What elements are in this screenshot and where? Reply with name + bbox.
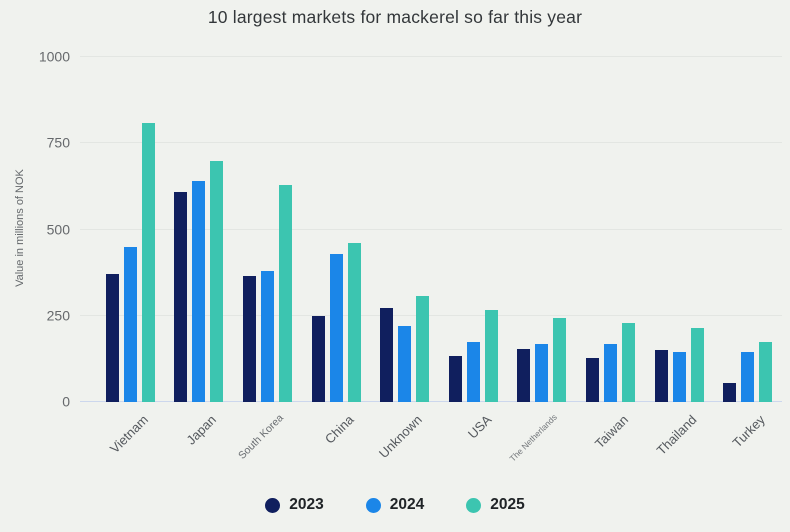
legend-label-2023: 2023 [289, 496, 324, 513]
bar-taiwan-2025[interactable] [621, 323, 635, 402]
bar-japan-2024[interactable] [192, 181, 206, 402]
bar-thailand-2025[interactable] [690, 327, 704, 402]
bar-group-china: China [311, 57, 361, 447]
y-tick-label-750: 750 [46, 134, 70, 151]
bar-usa-2025[interactable] [484, 309, 498, 402]
bar-china-2023[interactable] [311, 316, 325, 402]
bar-turkey-2025[interactable] [759, 341, 773, 402]
bar-usa-2024[interactable] [466, 342, 480, 402]
gridline-500 [80, 228, 782, 230]
x-axis-line [80, 401, 782, 402]
legend-item-2025[interactable]: 2025 [466, 496, 525, 514]
x-tick-label-china: China [322, 412, 357, 447]
bar-thailand-2023[interactable] [654, 349, 668, 402]
bar-group-taiwan: Taiwan [585, 57, 635, 451]
bar-vietnam-2025[interactable] [141, 122, 155, 402]
gridline-1000 [80, 56, 782, 57]
gridline-250 [80, 314, 782, 316]
bar-turkey-2024[interactable] [741, 351, 755, 402]
bar-the-netherlands-2025[interactable] [553, 318, 567, 402]
bar-unknown-2025[interactable] [416, 295, 430, 402]
bar-thailand-2024[interactable] [672, 351, 686, 402]
y-tick-label-1000: 1000 [38, 48, 70, 65]
bar-group-japan: Japan [174, 57, 224, 448]
legend-label-2025: 2025 [490, 496, 525, 513]
bar-vietnam-2024[interactable] [123, 246, 137, 402]
legend-dot-2024 [365, 497, 381, 513]
bar-group-south-korea: South Korea [236, 57, 292, 462]
plot-area: 0 250 500 750 1000 Vietnam Japan South Korea Ch… [39, 49, 782, 464]
x-tick-label-japan: Japan [183, 412, 220, 448]
y-tick-label-250: 250 [46, 307, 70, 324]
bar-south-korea-2024[interactable] [260, 270, 274, 402]
x-tick-label-south-korea: South Korea [236, 412, 286, 462]
bar-groups-layer: Vietnam Japan South Korea China Unknown USA Th… [80, 57, 782, 464]
legend-dot-2023 [265, 497, 281, 513]
bar-group-usa: USA [448, 57, 498, 442]
y-axis-title: Value in millions of NOK [14, 169, 26, 287]
bar-china-2024[interactable] [329, 254, 343, 402]
bar-group-vietnam: Vietnam [105, 57, 155, 456]
bar-japan-2025[interactable] [210, 160, 224, 402]
bar-the-netherlands-2023[interactable] [517, 348, 531, 402]
bar-china-2025[interactable] [347, 243, 361, 402]
x-tick-label-unknown: Unknown [376, 412, 426, 461]
bar-taiwan-2023[interactable] [585, 357, 599, 402]
bar-vietnam-2023[interactable] [105, 274, 119, 402]
bar-group-turkey: Turkey [723, 57, 773, 450]
bar-usa-2023[interactable] [448, 356, 462, 402]
bar-the-netherlands-2024[interactable] [535, 344, 549, 402]
legend-item-2023[interactable]: 2023 [265, 496, 324, 514]
x-tick-label-vietnam: Vietnam [106, 412, 151, 457]
y-tick-label-0: 0 [62, 393, 70, 410]
legend-label-2024: 2024 [389, 496, 425, 513]
chart-title: 10 largest markets for mackerel so far t… [207, 7, 583, 27]
y-tick-label-500: 500 [46, 221, 70, 238]
x-tick-label-the-netherlands: The Netherlands [507, 412, 559, 464]
bar-group-the-netherlands: The Netherlands [507, 57, 567, 464]
bar-south-korea-2023[interactable] [242, 276, 256, 402]
x-tick-label-turkey: Turkey [729, 412, 769, 451]
bar-group-unknown: Unknown [376, 57, 430, 461]
bar-taiwan-2024[interactable] [603, 344, 617, 402]
bar-unknown-2024[interactable] [398, 326, 412, 402]
legend-dot-2025 [466, 497, 482, 513]
bar-turkey-2023[interactable] [723, 383, 737, 402]
x-tick-label-taiwan: Taiwan [591, 412, 632, 452]
x-tick-label-thailand: Thailand [653, 412, 700, 458]
legend: 2023 2024 2025 [0, 496, 790, 514]
legend-item-2024[interactable]: 2024 [365, 496, 425, 514]
bar-unknown-2023[interactable] [380, 308, 394, 402]
x-tick-label-usa: USA [464, 412, 494, 442]
bar-group-thailand: Thailand [654, 57, 704, 458]
bar-japan-2023[interactable] [174, 191, 188, 402]
gridline-750 [80, 142, 782, 144]
bar-south-korea-2025[interactable] [278, 184, 292, 402]
